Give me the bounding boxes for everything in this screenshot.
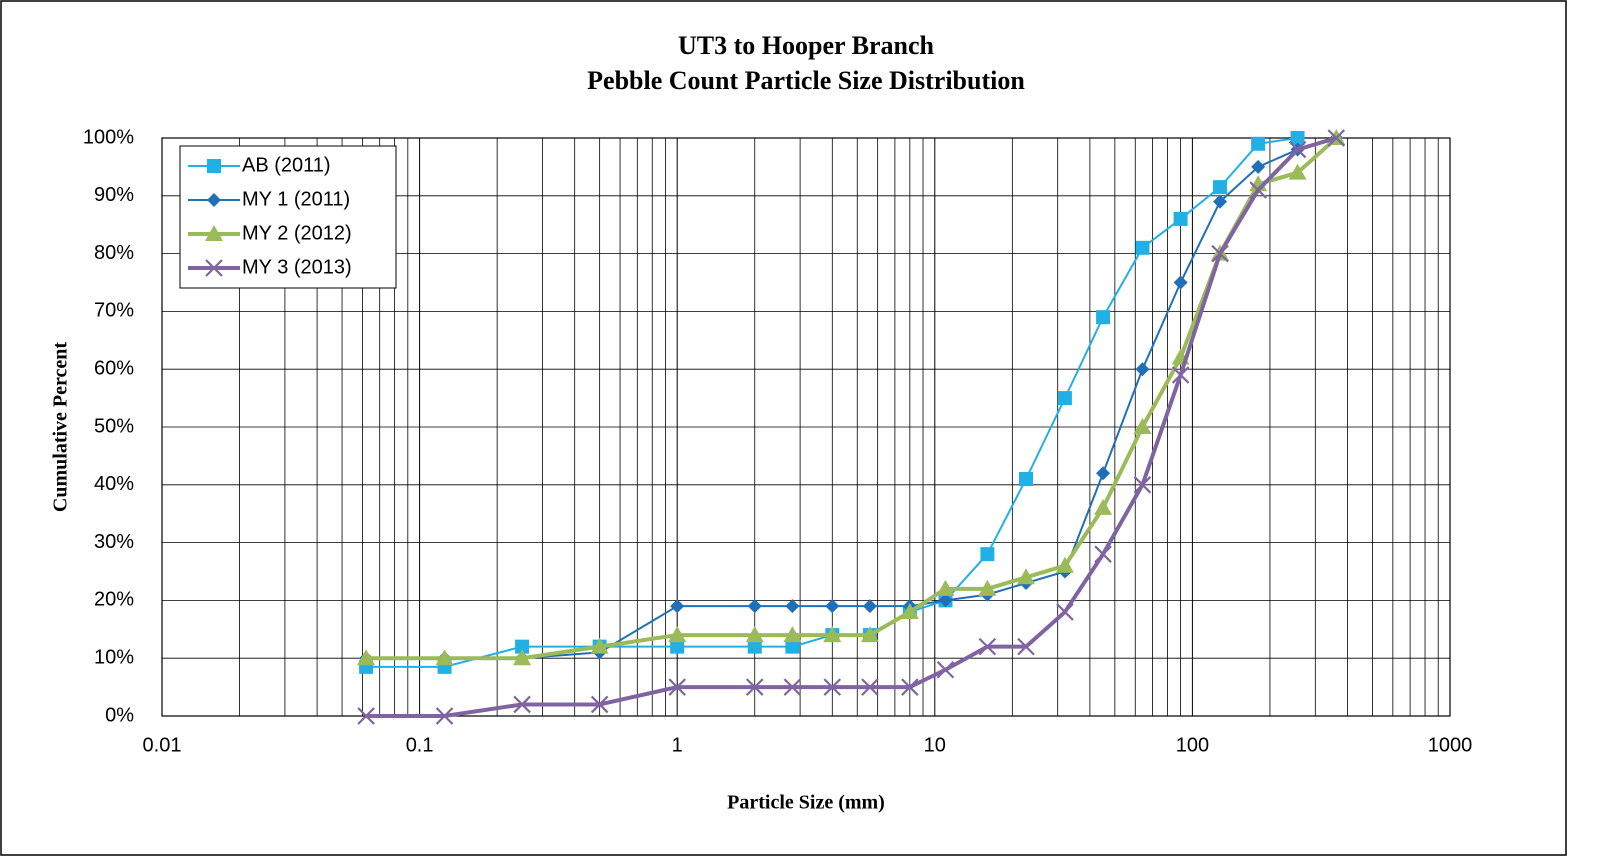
- y-tick-label: 50%: [94, 415, 134, 437]
- marker: [1135, 362, 1150, 377]
- marker: [978, 579, 997, 596]
- marker: [1213, 194, 1228, 209]
- marker: [357, 649, 376, 666]
- marker: [785, 639, 800, 654]
- y-tick-label: 70%: [94, 300, 134, 322]
- marker: [513, 695, 531, 714]
- marker: [1288, 140, 1307, 159]
- legend-label: AB (2011): [242, 154, 331, 176]
- legend-label: MY 3 (2013): [242, 256, 352, 278]
- legend-marker: [207, 159, 221, 173]
- marker: [1251, 159, 1266, 174]
- marker: [783, 626, 802, 643]
- y-tick-label: 60%: [94, 357, 134, 379]
- chart-subtitle: Pebble Count Particle Size Distribution: [587, 66, 1025, 95]
- marker: [515, 639, 530, 654]
- marker: [590, 637, 609, 654]
- legend-label: MY 1 (2011): [242, 188, 350, 210]
- x-axis-label: Particle Size (mm): [727, 792, 885, 814]
- x-tick-label: 1000: [1428, 734, 1473, 756]
- marker: [590, 695, 609, 714]
- plot-border: [161, 137, 1451, 717]
- marker: [1213, 180, 1228, 195]
- marker: [1019, 472, 1034, 487]
- marker: [1133, 476, 1152, 494]
- marker: [1096, 310, 1111, 325]
- x-tick-label: 0.01: [143, 734, 182, 756]
- marker: [1094, 498, 1113, 515]
- legend-marker: [205, 225, 223, 241]
- marker: [936, 579, 955, 596]
- marker: [823, 678, 842, 696]
- marker: [1251, 136, 1266, 151]
- y-tick-label: 20%: [94, 589, 134, 611]
- marker: [785, 599, 800, 614]
- marker: [1249, 181, 1267, 199]
- marker: [1057, 391, 1072, 406]
- marker: [900, 602, 919, 619]
- marker: [1055, 556, 1074, 573]
- marker: [936, 660, 955, 679]
- marker: [825, 599, 840, 614]
- x-tick-label: 1: [672, 734, 683, 756]
- marker: [1327, 129, 1346, 147]
- marker: [901, 678, 919, 696]
- marker: [1096, 466, 1111, 481]
- marker: [668, 626, 687, 643]
- y-axis-label: Cumulative Percent: [50, 342, 72, 512]
- marker: [980, 547, 995, 562]
- marker: [861, 678, 879, 696]
- marker: [1290, 131, 1305, 145]
- marker: [1211, 244, 1229, 263]
- chart-title: UT3 to Hooper Branch: [678, 31, 934, 60]
- marker: [745, 626, 764, 643]
- legend: AB (2011) MY 1 (2011) MY 2 (2012) MY 3 (201…: [179, 145, 397, 289]
- marker: [978, 637, 997, 656]
- marker: [357, 707, 375, 725]
- marker: [668, 678, 686, 696]
- marker: [435, 707, 454, 725]
- marker: [1288, 163, 1307, 180]
- legend-label: MY 2 (2012): [242, 222, 352, 244]
- marker: [862, 599, 877, 614]
- marker: [745, 678, 764, 696]
- y-tick-label: 80%: [94, 242, 134, 264]
- marker: [783, 678, 802, 696]
- y-tick-label: 0%: [105, 704, 134, 726]
- marker: [1017, 568, 1036, 585]
- marker: [747, 599, 762, 614]
- marker: [1173, 211, 1188, 226]
- marker: [938, 593, 953, 608]
- marker: [1135, 240, 1150, 255]
- chart-border: [0, 0, 1567, 856]
- marker: [513, 649, 532, 666]
- marker: [1173, 275, 1188, 290]
- legend-marker: [207, 193, 221, 207]
- y-tick-label: 40%: [94, 473, 134, 495]
- marker: [670, 599, 685, 614]
- y-tick-label: 10%: [94, 646, 134, 668]
- x-tick-label: 10: [924, 734, 946, 756]
- marker: [670, 639, 685, 654]
- marker: [747, 639, 762, 654]
- marker: [1171, 366, 1190, 384]
- marker: [1056, 603, 1074, 621]
- y-tick-label: 90%: [94, 184, 134, 206]
- marker: [1094, 545, 1112, 563]
- x-tick-label: 0.1: [406, 734, 434, 756]
- marker: [435, 649, 454, 666]
- marker: [1133, 418, 1152, 434]
- marker: [860, 626, 879, 643]
- y-tick-label: 30%: [94, 531, 134, 553]
- x-tick-label: 100: [1176, 734, 1209, 756]
- y-tick-label: 100%: [83, 126, 134, 148]
- legend-marker: [205, 259, 223, 277]
- marker: [1017, 637, 1035, 656]
- marker: [823, 626, 842, 643]
